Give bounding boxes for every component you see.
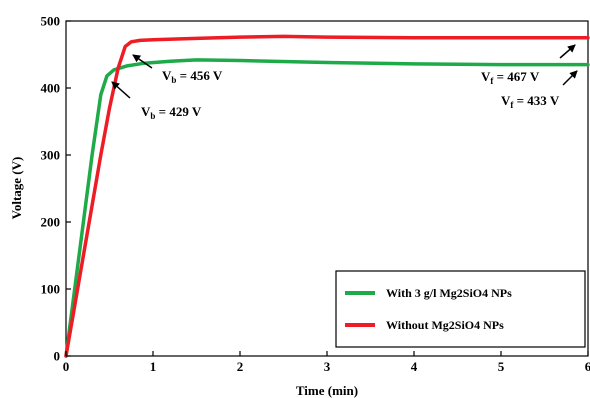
- y-tick-label: 500: [41, 14, 61, 29]
- x-axis-title: Time (min): [296, 383, 358, 398]
- annotation-main: V: [162, 68, 172, 83]
- annotation-arrow: [559, 44, 576, 59]
- annotation-sub: b: [171, 75, 176, 85]
- y-tick-label: 300: [41, 148, 61, 163]
- legend: With 3 g/l Mg2SiO4 NPs Without Mg2SiO4 N…: [335, 270, 586, 348]
- annotation-vb-with: Vb = 429 V: [111, 81, 202, 121]
- annotation-sub: f: [490, 76, 494, 86]
- annotation-vf-with: Vf = 433 V: [501, 70, 578, 110]
- series-line-0: [64, 58, 590, 358]
- x-tick-label: 3: [324, 359, 331, 374]
- annotation-main: V: [501, 93, 511, 108]
- y-axis-title: Voltage (V): [9, 157, 24, 220]
- legend-box: [335, 270, 586, 348]
- svg-text:Vf = 467 V: Vf = 467 V: [481, 69, 540, 86]
- annotation-sub: b: [150, 111, 155, 121]
- annotation-arrow: [111, 81, 131, 99]
- x-tick-label: 5: [498, 359, 505, 374]
- series-line-1: [64, 34, 590, 358]
- svg-text:Vb = 456 V: Vb = 456 V: [162, 68, 223, 85]
- x-tick-label: 6: [585, 359, 590, 374]
- svg-text:Vb = 429 V: Vb = 429 V: [141, 104, 202, 121]
- y-tick-label: 0: [54, 349, 61, 364]
- x-tick-label: 1: [150, 359, 157, 374]
- plot-area: 0 1 2 3 4 5 6 0 100 200 300 400 500: [41, 14, 590, 375]
- x-tick-label: 2: [237, 359, 244, 374]
- annotation-text: = 456 V: [176, 68, 222, 83]
- annotation-main: V: [141, 104, 151, 119]
- legend-label-with: With 3 g/l Mg2SiO4 NPs: [386, 286, 512, 300]
- annotation-text: = 467 V: [493, 69, 539, 84]
- annotation-text: = 433 V: [513, 93, 559, 108]
- legend-label-without: Without Mg2SiO4 NPs: [386, 318, 504, 332]
- x-tick-label: 4: [411, 359, 418, 374]
- annotation-vb-without: Vb = 456 V: [132, 54, 223, 85]
- annotation-sub: f: [510, 100, 514, 110]
- annotation-arrow: [562, 70, 578, 86]
- annotation-main: V: [481, 69, 491, 84]
- x-tick-label: 0: [63, 359, 70, 374]
- y-tick-label: 200: [41, 215, 61, 230]
- svg-text:Vf = 433 V: Vf = 433 V: [501, 93, 560, 110]
- annotation-text: = 429 V: [155, 104, 201, 119]
- annotation-vf-without: Vf = 467 V: [481, 44, 576, 86]
- annotation-arrow: [132, 54, 153, 69]
- y-tick-label: 100: [41, 282, 61, 297]
- y-tick-label: 400: [41, 81, 61, 96]
